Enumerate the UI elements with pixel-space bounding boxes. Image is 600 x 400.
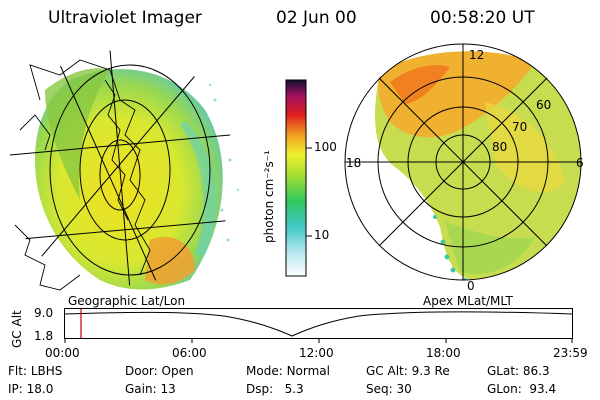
altplot-ytick-bottom: 1.8: [34, 329, 54, 343]
geographic-globe-image: [9, 50, 240, 291]
altplot-xtick-2359: 23:59: [553, 346, 588, 360]
altplot-xtick-0000: 00:00: [45, 346, 80, 360]
mlat-label-80: 80: [492, 140, 508, 154]
altplot-xtick-1200: 12:00: [299, 346, 334, 360]
right-panel-label: Apex MLat/MLT: [423, 294, 513, 308]
color-scale-bar: [285, 79, 312, 277]
colorbar-tick-10: 10: [314, 228, 330, 242]
info-mode: Mode: Normal: [246, 364, 330, 378]
info-door: Door: Open: [125, 364, 194, 378]
info-ip: IP: 18.0: [8, 382, 54, 396]
info-dsp: Dsp: 5.3: [246, 382, 304, 396]
mlt-label-6: 6: [576, 156, 584, 170]
altplot-ylabel: GC Alt: [10, 310, 24, 348]
left-panel-label: Geographic Lat/Lon: [68, 294, 186, 308]
altplot-ytick-top: 9.0: [34, 306, 54, 320]
info-gc-alt: GC Alt: 9.3 Re: [366, 364, 450, 378]
time-label: 00:58:20 UT: [430, 8, 535, 28]
instrument-title: Ultraviolet Imager: [48, 8, 202, 28]
mlt-label-18: 18: [346, 156, 362, 170]
info-flt: Flt: LBHS: [8, 364, 63, 378]
altplot-xtick-1800: 18:00: [426, 346, 461, 360]
mlt-label-12: 12: [469, 48, 485, 62]
altplot-xtick-0600: 06:00: [172, 346, 207, 360]
info-glon: GLon: 93.4: [487, 382, 557, 396]
altitude-timeline-plot: [64, 308, 573, 343]
info-seq: Seq: 30: [366, 382, 412, 396]
mlat-label-60: 60: [536, 98, 552, 112]
polar-mlat-mlt-plot: [344, 43, 582, 281]
mlat-label-70: 70: [512, 120, 528, 134]
mlt-label-0: 0: [467, 279, 475, 293]
date-label: 02 Jun 00: [276, 8, 357, 28]
colorbar-tick-100: 100: [314, 140, 337, 154]
info-glat: GLat: 86.3: [487, 364, 550, 378]
info-gain: Gain: 13: [125, 382, 176, 396]
colorbar-units-label: photon cm⁻²s⁻¹: [262, 150, 276, 243]
